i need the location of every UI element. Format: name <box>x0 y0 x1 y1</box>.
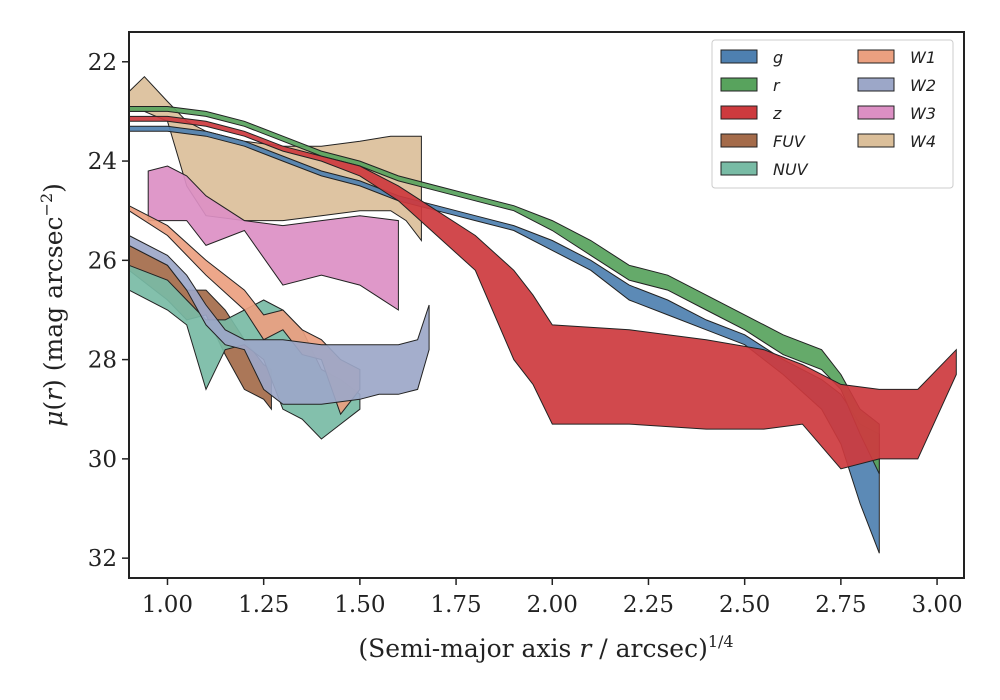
series-band-w3 <box>147 165 399 311</box>
x-tick-label: 2.25 <box>623 592 674 618</box>
legend-label-w3: W3 <box>910 104 936 123</box>
legend-label-nuv: NUV <box>773 160 809 179</box>
legend-label-w4: W4 <box>910 132 936 151</box>
series-band-w2 <box>128 234 430 405</box>
plot-frame <box>128 31 965 579</box>
legend-swatch-z <box>720 105 758 120</box>
legend-label-z: z <box>772 104 782 123</box>
x-tick-label: 2.50 <box>719 592 770 618</box>
x-tick-label: 1.50 <box>334 592 385 618</box>
legend-swatch-w1 <box>857 49 895 64</box>
y-tick-label: 28 <box>88 348 117 374</box>
x-tick-label: 2.75 <box>815 592 866 618</box>
legend-label-r: r <box>773 76 781 95</box>
x-tick-label: 3.00 <box>911 592 962 618</box>
legend-swatch-fuv <box>720 133 758 148</box>
series-band-r <box>128 106 880 475</box>
x-axis-label: (Semi-major axis r / arcsec)1/4 <box>358 632 733 663</box>
y-tick-label: 24 <box>88 149 117 175</box>
x-tick-label: 1.00 <box>142 592 193 618</box>
legend-box <box>711 39 954 189</box>
legend-label-g: g <box>773 48 783 67</box>
legend-label-w1: W1 <box>910 48 936 67</box>
legend-swatch-w2 <box>857 77 895 92</box>
legend: grz FUV NUV W1 W2 W3 W4 <box>711 39 954 189</box>
ticks-layer: 1.00 1.25 1.50 1.75 2.00 2.25 2.50 2.75 3.00 22 24… <box>88 50 963 618</box>
legend-swatch-w3 <box>857 105 895 120</box>
legend-swatch-w4 <box>857 133 895 148</box>
series-layer <box>128 75 957 554</box>
legend-label-w2: W2 <box>910 76 936 95</box>
x-tick-label: 1.25 <box>238 592 289 618</box>
legend-label-fuv: FUV <box>773 132 806 151</box>
legend-swatch-r <box>720 77 758 92</box>
x-tick-label: 1.75 <box>430 592 481 618</box>
y-tick-label: 22 <box>88 50 117 76</box>
x-tick-label: 2.00 <box>527 592 578 618</box>
y-tick-label: 30 <box>88 447 117 473</box>
legend-swatch-nuv <box>720 161 758 176</box>
y-axis-label: μ(r) (mag arcsec−2) <box>37 183 68 427</box>
y-tick-label: 32 <box>88 546 117 572</box>
legend-swatch-g <box>720 49 758 64</box>
series-band-z <box>128 115 957 470</box>
y-tick-label: 26 <box>88 248 117 274</box>
